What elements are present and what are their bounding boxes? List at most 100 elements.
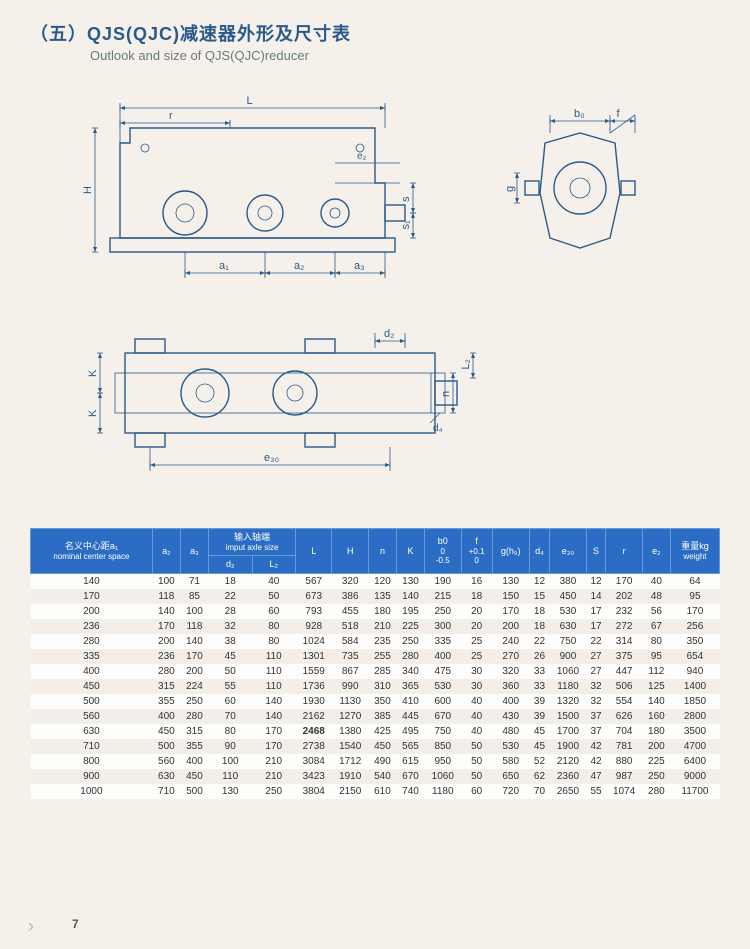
col-header: b00-0.5 bbox=[425, 529, 461, 574]
col-header: d₄ bbox=[529, 529, 550, 574]
col-header: a₃ bbox=[180, 529, 208, 574]
table-cell: 355 bbox=[180, 739, 208, 754]
table-cell: 100 bbox=[208, 754, 252, 769]
table-cell: 270 bbox=[492, 649, 529, 664]
col-header: H bbox=[332, 529, 368, 574]
table-cell: 67 bbox=[642, 619, 670, 634]
table-cell: 940 bbox=[670, 664, 719, 679]
table-cell: 310 bbox=[368, 679, 396, 694]
table-cell: 170 bbox=[670, 604, 719, 619]
table-cell: 110 bbox=[252, 664, 296, 679]
table-cell: 626 bbox=[606, 709, 642, 724]
table-cell: 380 bbox=[550, 574, 586, 590]
table-cell: 130 bbox=[492, 574, 529, 590]
table-cell: 315 bbox=[180, 724, 208, 739]
table-cell: 190 bbox=[425, 574, 461, 590]
col-header: S bbox=[586, 529, 606, 574]
table-cell: 900 bbox=[550, 649, 586, 664]
table-cell: 50 bbox=[461, 754, 492, 769]
table-cell: 17 bbox=[586, 619, 606, 634]
table-cell: 900 bbox=[31, 769, 153, 784]
table-row: 2001401002860793455180195250201701853017… bbox=[31, 604, 720, 619]
table-cell: 130 bbox=[396, 574, 424, 590]
svg-text:L₂: L₂ bbox=[460, 359, 472, 369]
table-cell: 12 bbox=[529, 574, 550, 590]
table-cell: 610 bbox=[368, 784, 396, 799]
table-cell: 720 bbox=[492, 784, 529, 799]
table-cell: 280 bbox=[152, 664, 180, 679]
table-row: 4002802005011015598672853404753032033106… bbox=[31, 664, 720, 679]
table-cell: 26 bbox=[529, 649, 550, 664]
col-header: f+0.10 bbox=[461, 529, 492, 574]
table-cell: 50 bbox=[252, 589, 296, 604]
table-cell: 225 bbox=[642, 754, 670, 769]
svg-text:a₃: a₃ bbox=[354, 260, 365, 272]
table-cell: 33 bbox=[529, 664, 550, 679]
table-cell: 1400 bbox=[670, 679, 719, 694]
table-cell: 450 bbox=[550, 589, 586, 604]
table-cell: 704 bbox=[606, 724, 642, 739]
table-cell: 365 bbox=[396, 679, 424, 694]
table-cell: 170 bbox=[492, 604, 529, 619]
table-cell: 50 bbox=[461, 739, 492, 754]
table-cell: 1180 bbox=[550, 679, 586, 694]
table-cell: 554 bbox=[606, 694, 642, 709]
table-cell: 170 bbox=[252, 724, 296, 739]
table-cell: 400 bbox=[425, 649, 461, 664]
table-cell: 140 bbox=[31, 574, 153, 590]
table-cell: 350 bbox=[670, 634, 719, 649]
table-cell: 750 bbox=[550, 634, 586, 649]
svg-text:s₁: s₁ bbox=[400, 220, 412, 230]
table-cell: 39 bbox=[529, 694, 550, 709]
table-cell: 1500 bbox=[550, 709, 586, 724]
svg-text:g: g bbox=[504, 186, 516, 192]
table-cell: 375 bbox=[606, 649, 642, 664]
svg-text:a₁: a₁ bbox=[219, 260, 229, 272]
table-cell: 1736 bbox=[296, 679, 332, 694]
table-cell: 793 bbox=[296, 604, 332, 619]
col-header: 重量kgweight bbox=[670, 529, 719, 574]
table-row: 4503152245511017369903103655303036033118… bbox=[31, 679, 720, 694]
table-cell: 180 bbox=[642, 724, 670, 739]
table-cell: 27 bbox=[586, 664, 606, 679]
table-cell: 3500 bbox=[670, 724, 719, 739]
technical-diagram: LrHa₁a₂a₃e₂ss₁b₀fgd₂d₄KKnL₂e₃₀ bbox=[35, 73, 715, 513]
table-cell: 315 bbox=[152, 679, 180, 694]
table-cell: 355 bbox=[152, 694, 180, 709]
col-group-input: 输入轴端imput axle size bbox=[208, 529, 295, 556]
table-cell: 60 bbox=[461, 784, 492, 799]
table-cell: 450 bbox=[368, 739, 396, 754]
table-cell: 64 bbox=[670, 574, 719, 590]
svg-text:e₂: e₂ bbox=[357, 151, 367, 162]
col-header: g(h₉) bbox=[492, 529, 529, 574]
table-cell: 240 bbox=[492, 634, 529, 649]
table-cell: 80 bbox=[208, 724, 252, 739]
table-cell: 256 bbox=[670, 619, 719, 634]
table-cell: 110 bbox=[252, 649, 296, 664]
table-cell: 360 bbox=[492, 679, 529, 694]
table-row: 3352361704511013017352552804002527026900… bbox=[31, 649, 720, 664]
table-cell: 500 bbox=[180, 784, 208, 799]
col-header: e₃₀ bbox=[550, 529, 586, 574]
table-cell: 450 bbox=[31, 679, 153, 694]
table-cell: 20 bbox=[461, 604, 492, 619]
table-cell: 630 bbox=[152, 769, 180, 784]
col-header: L bbox=[296, 529, 332, 574]
title-english: Outlook and size of QJS(QJC)reducer bbox=[90, 48, 720, 63]
table-cell: 45 bbox=[529, 739, 550, 754]
table-cell: 500 bbox=[152, 739, 180, 754]
table-row: 1000710500130250380421506107401180607207… bbox=[31, 784, 720, 799]
table-cell: 55 bbox=[586, 784, 606, 799]
table-cell: 140 bbox=[642, 694, 670, 709]
table-cell: 9000 bbox=[670, 769, 719, 784]
table-cell: 42 bbox=[586, 739, 606, 754]
table-cell: 740 bbox=[396, 784, 424, 799]
table-cell: 2150 bbox=[332, 784, 368, 799]
table-cell: 70 bbox=[529, 784, 550, 799]
table-cell: 15 bbox=[529, 589, 550, 604]
title-chinese: （五）QJS(QJC)减速器外形及尺寸表 bbox=[30, 20, 720, 46]
table-cell: 630 bbox=[31, 724, 153, 739]
table-cell: 654 bbox=[670, 649, 719, 664]
table-cell: 30 bbox=[461, 679, 492, 694]
table-cell: 180 bbox=[368, 604, 396, 619]
